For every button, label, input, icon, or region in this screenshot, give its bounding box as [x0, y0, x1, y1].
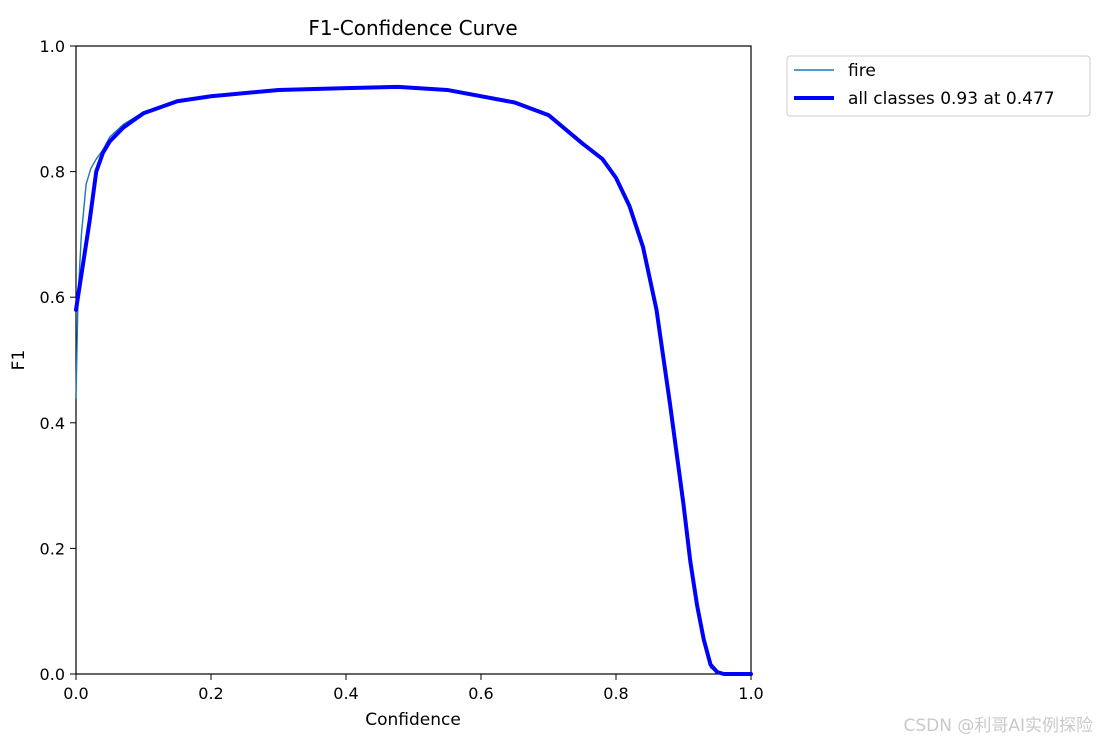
x-tick-label: 0.8	[603, 684, 628, 703]
y-tick-label: 0.6	[40, 288, 65, 307]
x-tick-label: 0.4	[333, 684, 358, 703]
y-tick-label: 0.2	[40, 539, 65, 558]
y-tick-label: 0.0	[40, 665, 65, 684]
y-tick-label: 0.4	[40, 414, 65, 433]
chart-title: F1-Confidence Curve	[308, 16, 517, 40]
x-axis-ticks: 0.0 0.2 0.4 0.6 0.8 1.0	[63, 674, 764, 703]
series-line-all-classes	[74, 84, 753, 676]
x-tick-label: 0.6	[468, 684, 493, 703]
lines-layer	[74, 84, 753, 676]
watermark: CSDN @利哥AI实例探险	[903, 716, 1093, 736]
legend-label-all-classes: all classes 0.93 at 0.477	[848, 89, 1055, 109]
x-axis-label: Confidence	[365, 710, 461, 730]
y-tick-label: 1.0	[40, 37, 65, 56]
legend-label-fire: fire	[848, 61, 876, 81]
x-tick-label: 1.0	[738, 684, 763, 703]
x-tick-label: 0.0	[63, 684, 88, 703]
legend-frame	[786, 55, 1091, 117]
x-tick-label: 0.2	[198, 684, 223, 703]
y-axis-label: F1	[9, 350, 29, 371]
plot-area	[74, 45, 753, 676]
y-axis-ticks: 0.0 0.2 0.4 0.6 0.8 1.0	[40, 37, 76, 684]
series-line-fire	[75, 86, 752, 675]
plot-frame	[75, 45, 752, 675]
legend: fire all classes 0.93 at 0.477	[786, 55, 1091, 117]
y-tick-label: 0.8	[40, 163, 65, 182]
